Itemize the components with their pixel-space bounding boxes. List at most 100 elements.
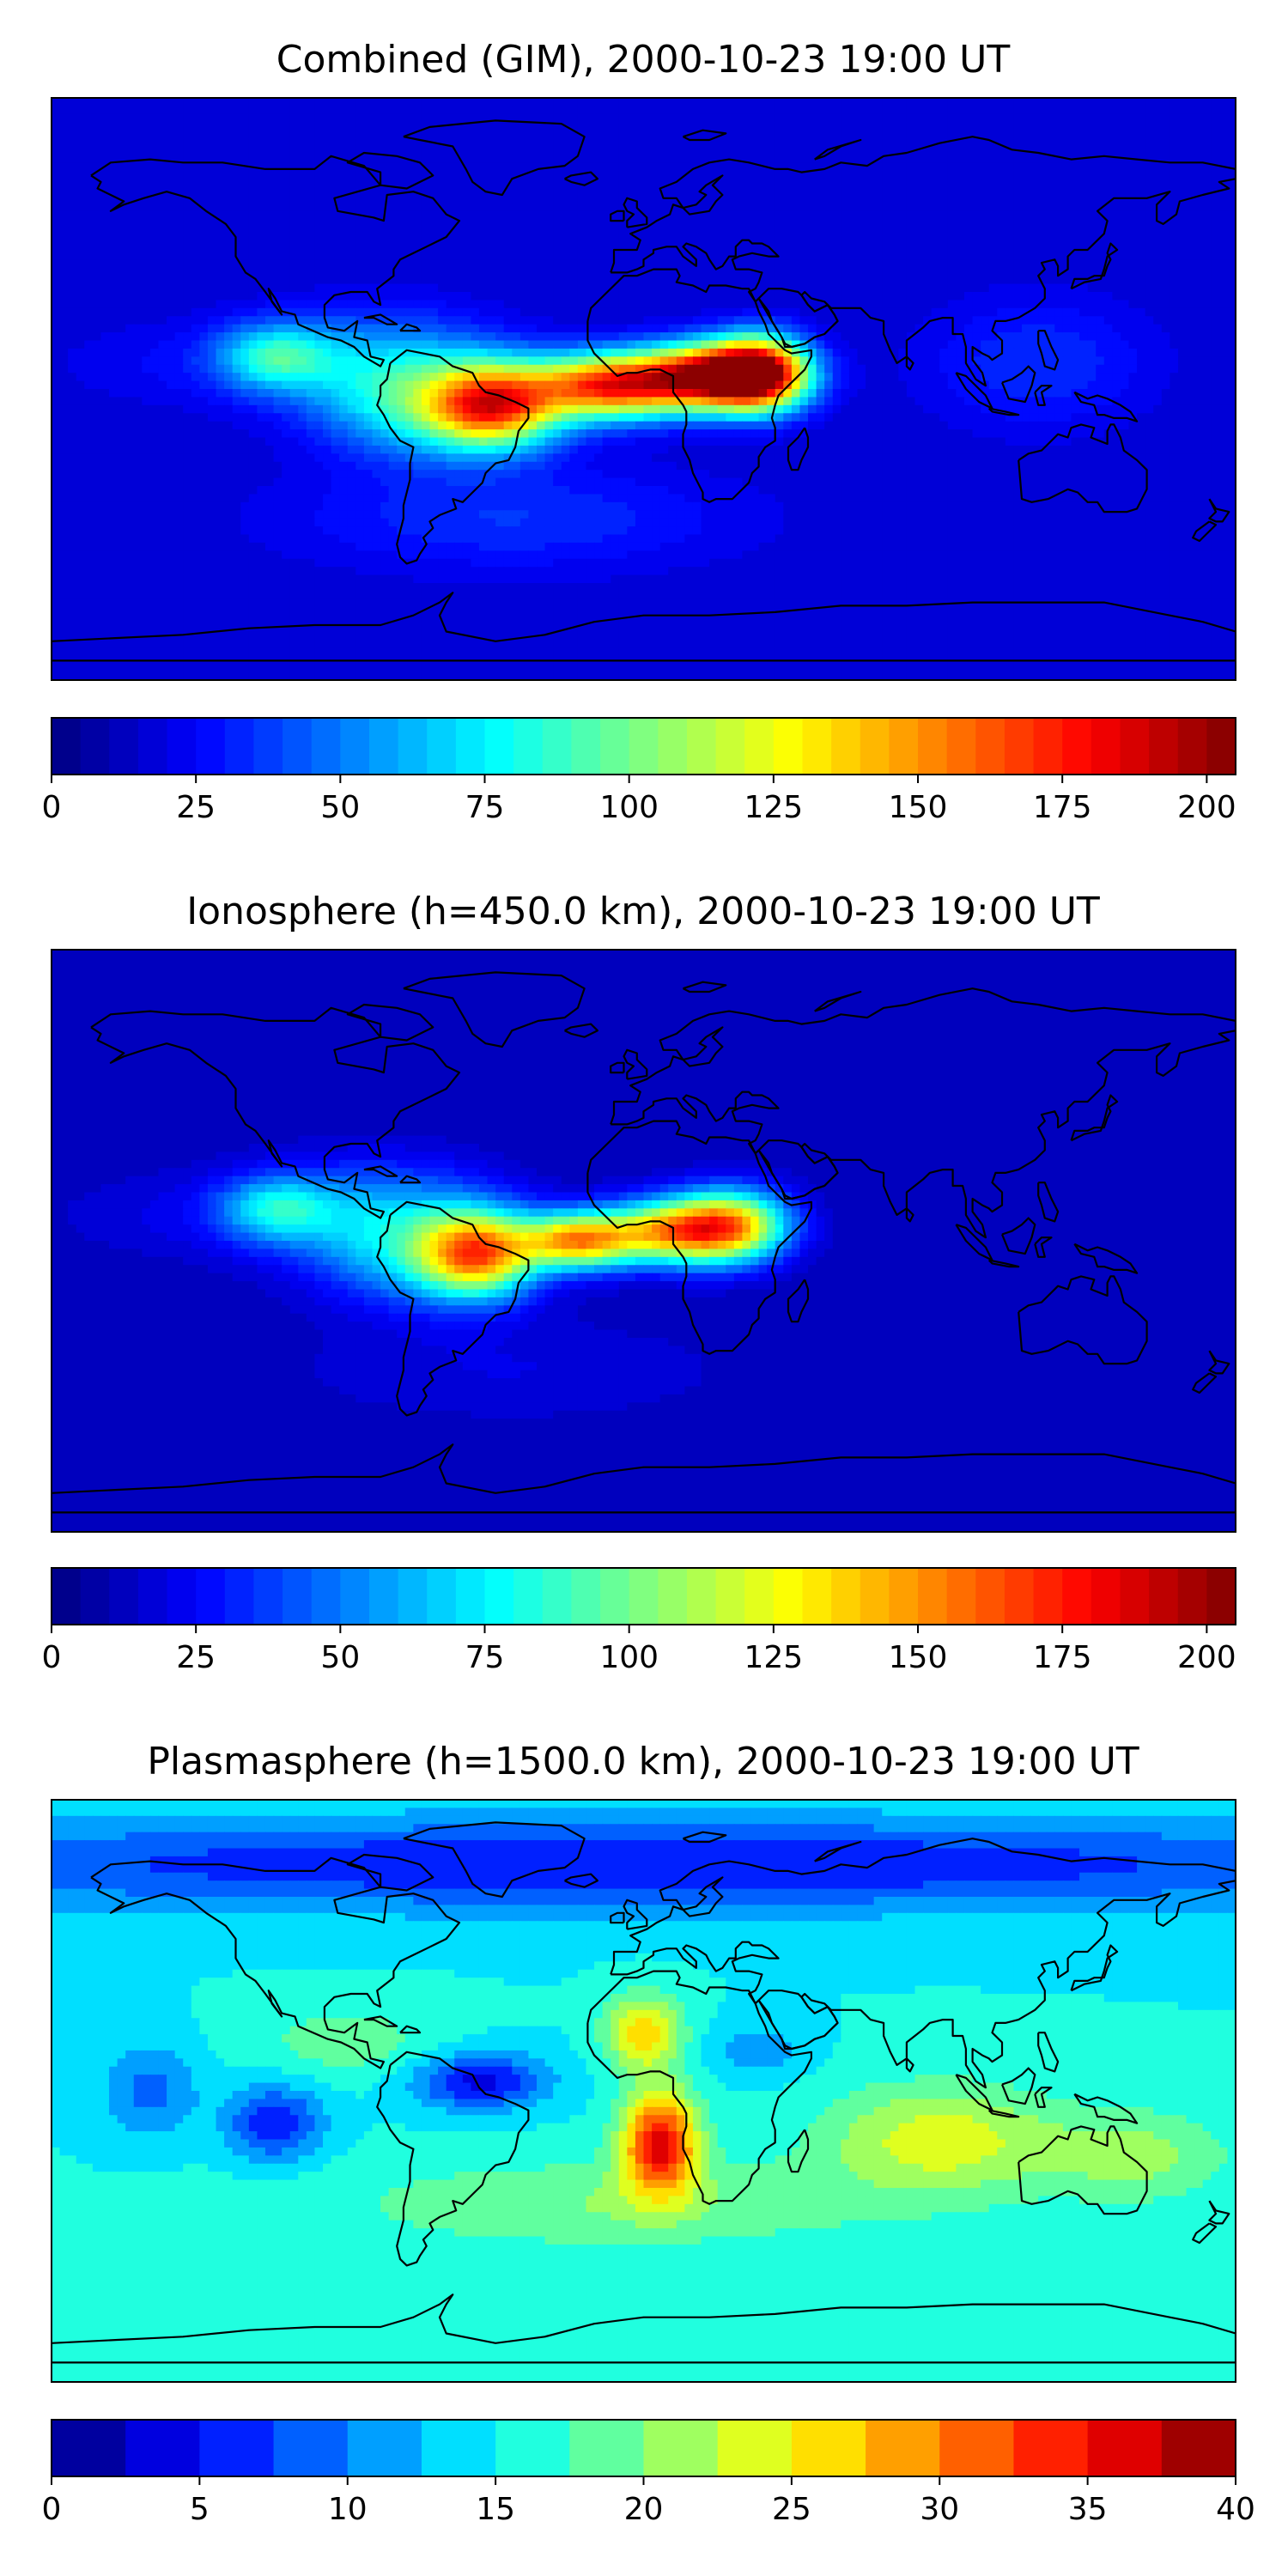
heatmap-cell [264, 227, 275, 236]
heatmap-cell [1194, 364, 1204, 374]
heatmap-cell [232, 300, 241, 309]
heatmap-cell [1038, 186, 1048, 196]
heatmap-cell [314, 332, 324, 342]
heatmap-cell [52, 356, 61, 366]
heatmap-cell [866, 170, 875, 179]
heatmap-cell [848, 122, 859, 131]
heatmap-cell [1177, 364, 1188, 374]
heatmap-cell [224, 259, 234, 269]
heatmap-cell [199, 243, 209, 252]
heatmap-cell [1071, 300, 1080, 309]
heatmap-cell [167, 251, 176, 260]
heatmap-cell [314, 307, 324, 317]
heatmap-cell [799, 259, 809, 269]
heatmap-cell [906, 235, 916, 245]
heatmap-cell [240, 243, 250, 252]
heatmap-cell [1145, 300, 1154, 309]
heatmap-cell [848, 364, 859, 374]
heatmap-cell [537, 162, 546, 172]
heatmap-cell [1062, 195, 1072, 204]
heatmap-cell [733, 227, 744, 236]
heatmap-cell [1112, 179, 1121, 188]
heatmap-cell [232, 203, 241, 212]
heatmap-cell [577, 227, 587, 236]
heatmap-cell [167, 146, 176, 155]
heatmap-cell [174, 146, 184, 155]
heatmap-cell [824, 251, 834, 260]
heatmap-cell [1022, 195, 1031, 204]
heatmap-cell [561, 316, 570, 325]
heatmap-cell [1071, 179, 1080, 188]
heatmap-cell [1161, 146, 1170, 155]
heatmap-cell [742, 356, 751, 366]
heatmap-cell [363, 356, 374, 366]
heatmap-cell [149, 356, 160, 366]
heatmap-cell [1030, 276, 1039, 285]
heatmap-cell [775, 154, 784, 163]
heatmap-cell [832, 324, 841, 333]
heatmap-cell [914, 186, 924, 196]
heatmap-cell [783, 130, 793, 139]
heatmap-cell [701, 283, 710, 293]
heatmap-cell [92, 138, 102, 148]
heatmap-cell [199, 227, 209, 236]
heatmap-cell [553, 138, 562, 148]
heatmap-cell [142, 179, 151, 188]
heatmap-cell [1013, 276, 1023, 285]
heatmap-cell [191, 235, 200, 245]
heatmap-cell [799, 203, 809, 212]
heatmap-cell [890, 243, 899, 252]
heatmap-cell [841, 146, 850, 155]
heatmap-cell [421, 373, 431, 382]
heatmap-cell [331, 162, 340, 172]
heatmap-cell [816, 235, 825, 245]
heatmap-cell [306, 113, 316, 123]
heatmap-cell [478, 219, 489, 228]
heatmap-cell [618, 130, 628, 139]
heatmap-cell [471, 300, 480, 309]
heatmap-cell [199, 113, 209, 123]
heatmap-cell [594, 300, 604, 309]
heatmap-cell [676, 283, 685, 293]
heatmap-cell [282, 259, 291, 269]
heatmap-cell [537, 203, 546, 212]
heatmap-cell [207, 162, 217, 172]
heatmap-cell [1161, 292, 1170, 301]
heatmap-cell [824, 267, 834, 276]
heatmap-cell [717, 292, 726, 301]
heatmap-cell [652, 130, 661, 139]
heatmap-cell [1013, 300, 1023, 309]
heatmap-cell [618, 283, 628, 293]
heatmap-cell [331, 235, 340, 245]
heatmap-cell [429, 373, 439, 382]
heatmap-cell [478, 356, 489, 366]
heatmap-cell [199, 251, 209, 260]
heatmap-cell [594, 227, 604, 236]
heatmap-cell [1087, 316, 1097, 325]
heatmap-cell [866, 307, 875, 317]
heatmap-cell [429, 210, 439, 220]
heatmap-cell [544, 267, 554, 276]
heatmap-cell [454, 348, 464, 357]
heatmap-cell [816, 292, 825, 301]
heatmap-cell [1096, 227, 1105, 236]
heatmap-cell [824, 356, 834, 366]
heatmap-cell [963, 340, 974, 349]
heatmap-cell [750, 243, 760, 252]
heatmap-cell [1137, 219, 1146, 228]
heatmap-cell [963, 122, 974, 131]
heatmap-cell [627, 186, 636, 196]
heatmap-cell [1087, 348, 1097, 357]
heatmap-cell [388, 179, 398, 188]
heatmap-cell [931, 259, 940, 269]
heatmap-cell [1096, 364, 1105, 374]
heatmap-cell [454, 340, 464, 349]
heatmap-cell [528, 340, 538, 349]
heatmap-cell [692, 332, 702, 342]
heatmap-cell [298, 259, 307, 269]
heatmap-cell [397, 130, 406, 139]
heatmap-cell [988, 235, 998, 245]
heatmap-cell [372, 307, 381, 317]
heatmap-cell [618, 373, 628, 382]
heatmap-cell [240, 332, 250, 342]
